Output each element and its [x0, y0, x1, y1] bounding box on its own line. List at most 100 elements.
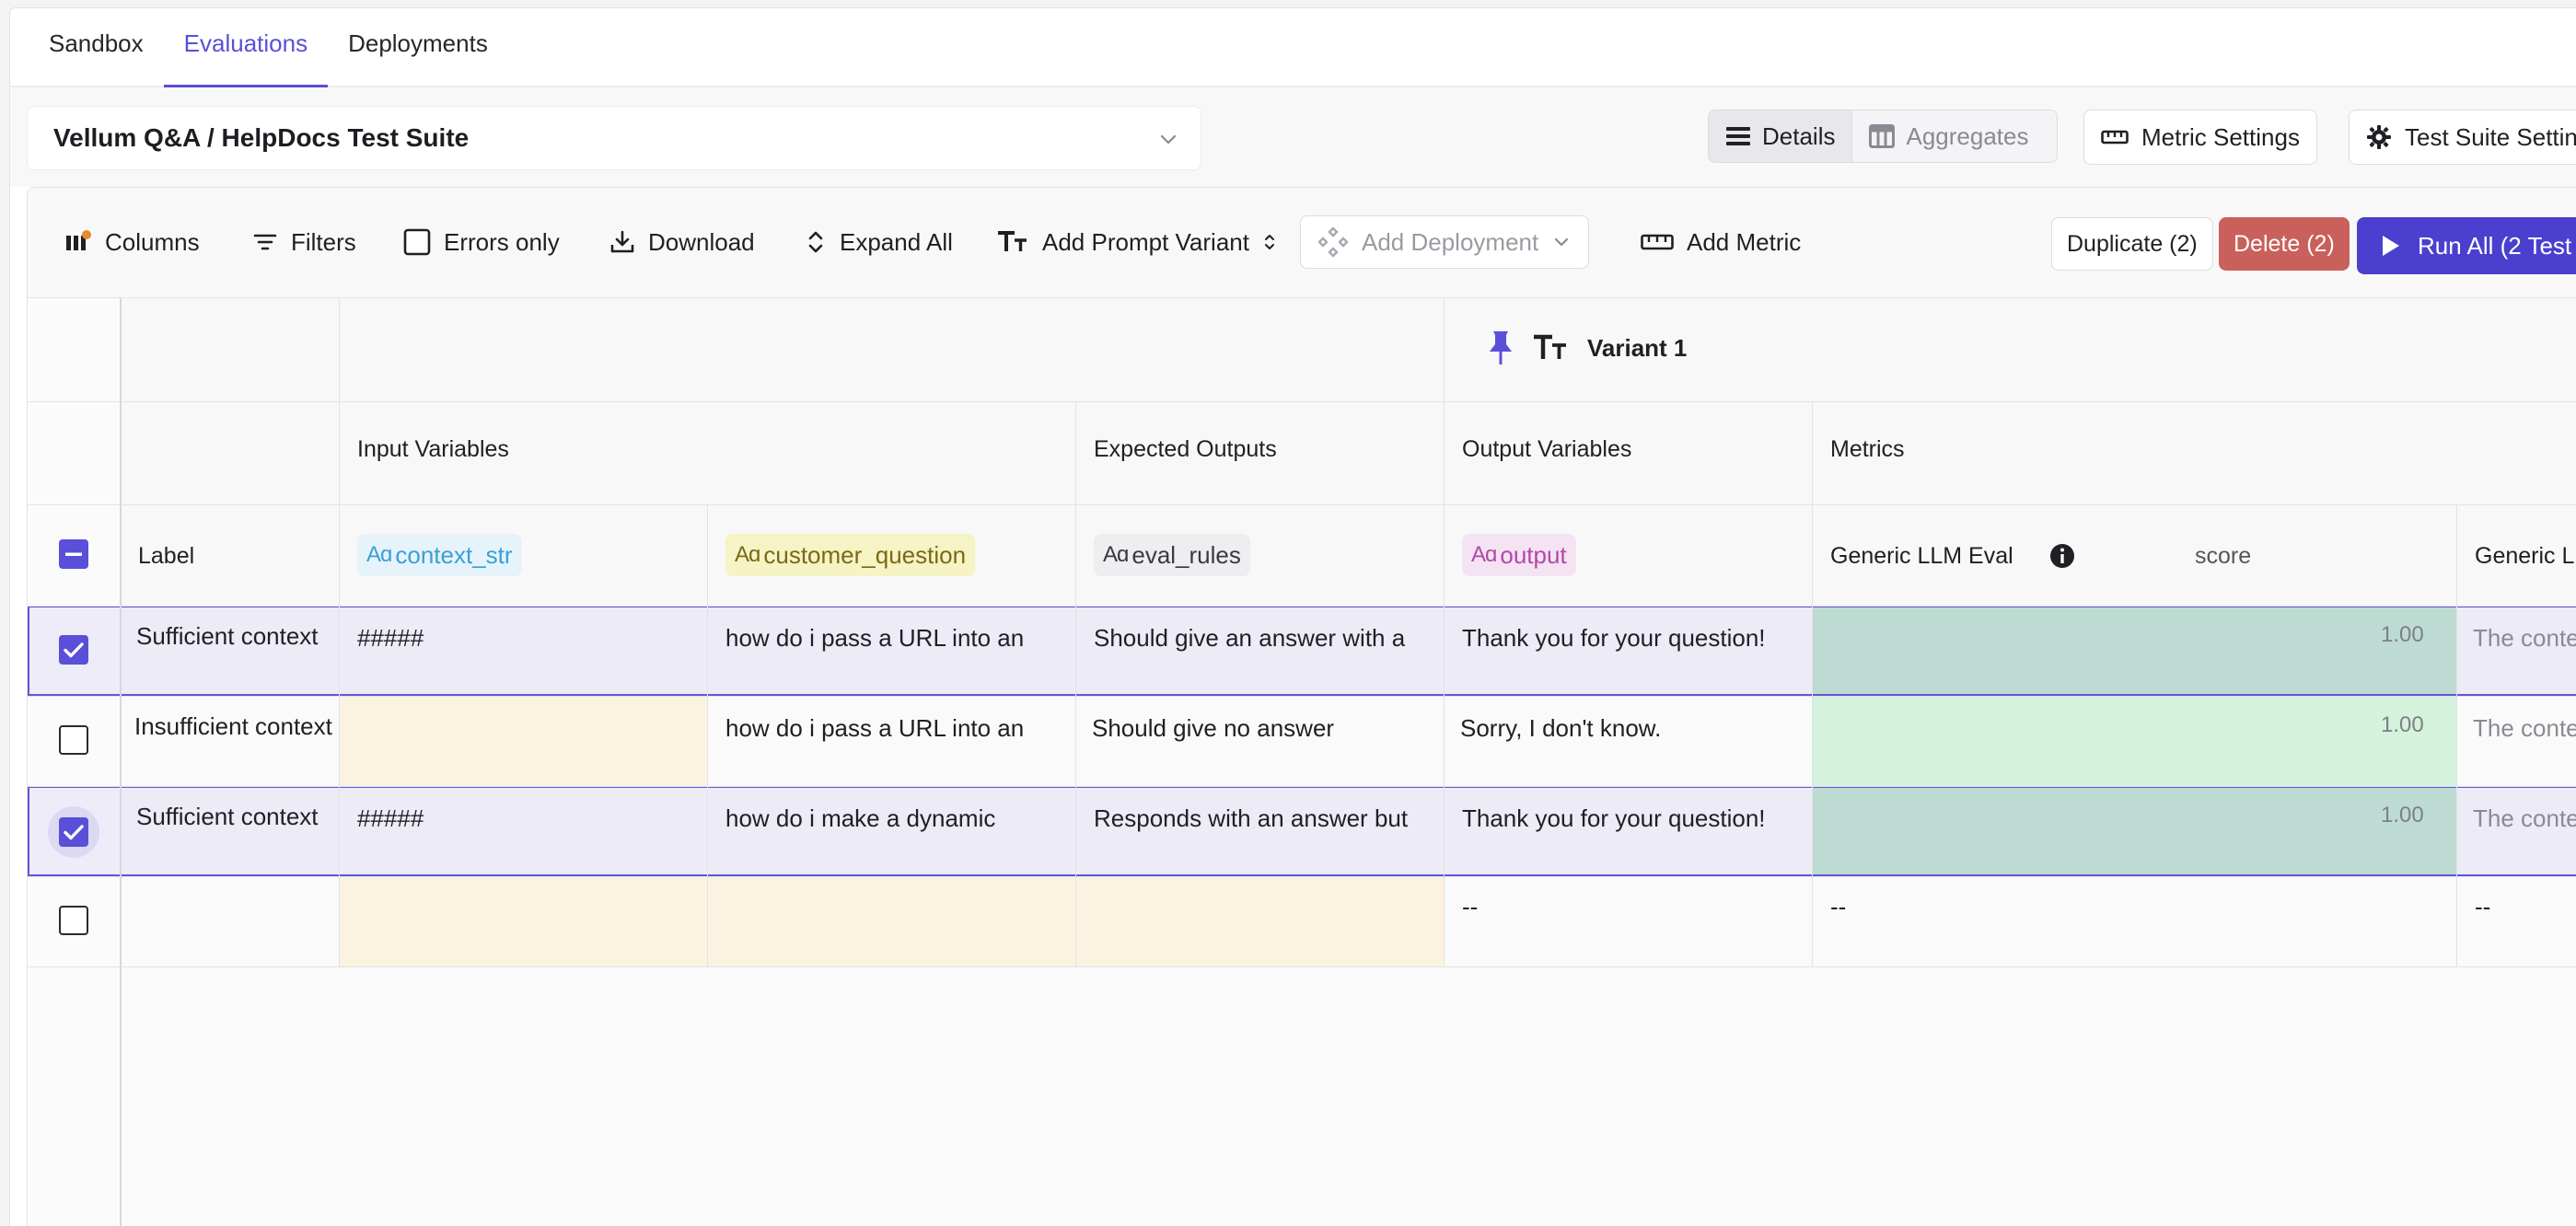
- string-type-icon: Aɑ: [735, 542, 760, 567]
- aggregates-view-button[interactable]: Aggregates: [1852, 110, 2045, 162]
- tab-sandbox[interactable]: Sandbox: [49, 29, 144, 57]
- question-cell[interactable]: how do i pass a URL into an: [725, 714, 1025, 742]
- variant-header: Variant 1: [1488, 330, 1687, 366]
- row-label[interactable]: Insufficient context: [134, 712, 332, 740]
- context-str-label: context_str: [395, 540, 513, 569]
- empty-context-cell: [339, 696, 707, 786]
- output-cell[interactable]: Sorry, I don't know.: [1460, 714, 1662, 742]
- row-checkbox[interactable]: [59, 635, 88, 665]
- view-toggle: Details Aggregates: [1708, 110, 2058, 163]
- gear-icon: [2366, 124, 2392, 150]
- details-view-button[interactable]: Details: [1709, 110, 1853, 162]
- expand-all-label: Expand All: [840, 227, 953, 256]
- eval-rules-label: eval_rules: [1131, 540, 1241, 569]
- question-cell[interactable]: how do i pass a URL into an: [725, 624, 1025, 652]
- rules-cell[interactable]: Responds with an answer but: [1094, 804, 1409, 832]
- row-label[interactable]: Sufficient context: [136, 622, 319, 650]
- add-prompt-variant-button[interactable]: Add Prompt Variant: [996, 215, 1277, 269]
- suite-header: Vellum Q&A / HelpDocs Test Suite Details…: [10, 87, 2576, 187]
- info-icon[interactable]: [2049, 543, 2075, 569]
- checkbox-column-bg: [28, 298, 120, 1226]
- duplicate-button[interactable]: Duplicate (2): [2051, 217, 2213, 271]
- metric-column-header-2[interactable]: Generic LLM Eval: [2475, 543, 2576, 569]
- string-type-icon: Aɑ: [366, 542, 392, 567]
- filter-icon: [252, 231, 278, 253]
- customer-question-column-header[interactable]: Aɑ customer_question: [725, 534, 976, 576]
- rules-cell[interactable]: Should give no answer: [1092, 714, 1335, 742]
- selected-row-highlight: [28, 786, 2576, 876]
- context-cell[interactable]: #####: [357, 804, 424, 832]
- add-metric-button[interactable]: Add Metric: [1641, 215, 1801, 269]
- output-cell[interactable]: --: [1462, 893, 1479, 920]
- metric-reason-cell[interactable]: The context: [2473, 804, 2576, 832]
- score-value: 1.00: [2381, 712, 2424, 737]
- string-type-icon: Aɑ: [1103, 542, 1129, 567]
- delete-button[interactable]: Delete (2): [2219, 217, 2350, 271]
- row-checkbox[interactable]: [59, 725, 88, 755]
- pin-icon[interactable]: [1488, 330, 1514, 366]
- metrics-group: Metrics: [1830, 436, 1905, 462]
- test-cases-panel: Columns Filters Errors only Download: [27, 187, 2576, 1226]
- aggregates-label: Aggregates: [1906, 121, 2029, 150]
- header-bg: [120, 298, 2576, 607]
- output-label: output: [1500, 540, 1567, 569]
- test-suite-settings-button[interactable]: Test Suite Settings: [2349, 110, 2576, 165]
- metric-reason-cell[interactable]: --: [2475, 893, 2491, 920]
- row-checkbox[interactable]: [59, 817, 88, 847]
- chevron-down-icon: [1551, 232, 1572, 252]
- text-type-icon: [1532, 333, 1569, 363]
- top-tabs: Sandbox Evaluations Deployments: [10, 8, 2576, 87]
- run-all-button[interactable]: Run All (2 Test Cases): [2357, 217, 2576, 274]
- chevron-down-icon: [1156, 127, 1180, 151]
- score-cell-bg: [1812, 696, 2456, 786]
- customer-question-label: customer_question: [763, 540, 967, 569]
- score-value: --: [1830, 893, 1847, 920]
- download-icon: [609, 229, 635, 255]
- output-variables-group: Output Variables: [1462, 436, 1632, 462]
- output-column-header[interactable]: Aɑ output: [1462, 534, 1576, 576]
- row-label[interactable]: Sufficient context: [136, 803, 319, 830]
- test-cases-table: Variant 1 Input Variables Expected Outpu…: [28, 298, 2576, 1226]
- input-variables-group: Input Variables: [357, 436, 509, 462]
- output-cell[interactable]: Thank you for your question!: [1462, 804, 1766, 832]
- ruler-icon: [1641, 232, 1674, 252]
- score-cell-bg: [1812, 786, 2456, 876]
- label-column-header[interactable]: Label: [138, 543, 195, 569]
- run-all-label: Run All (2 Test Cases): [2418, 231, 2576, 260]
- expand-all-button[interactable]: Expand All: [805, 215, 953, 269]
- eval-rules-column-header[interactable]: Aɑ eval_rules: [1094, 534, 1250, 576]
- empty-output-cells: [1444, 876, 2576, 966]
- download-button[interactable]: Download: [609, 215, 755, 269]
- tab-deployments[interactable]: Deployments: [348, 29, 488, 57]
- filters-button[interactable]: Filters: [252, 215, 356, 269]
- list-icon: [1725, 125, 1751, 147]
- table-icon: [1869, 124, 1896, 148]
- context-str-column-header[interactable]: Aɑ context_str: [357, 534, 522, 576]
- string-type-icon: Aɑ: [1471, 542, 1497, 567]
- errors-only-toggle[interactable]: Errors only: [403, 215, 560, 269]
- metric-settings-button[interactable]: Metric Settings: [2083, 110, 2317, 165]
- text-type-icon: [996, 229, 1029, 255]
- select-all-checkbox[interactable]: [59, 539, 88, 569]
- details-label: Details: [1762, 121, 1836, 150]
- metric-settings-label: Metric Settings: [2141, 122, 2300, 151]
- add-deployment-button[interactable]: Add Deployment: [1300, 215, 1590, 269]
- columns-label: Columns: [105, 227, 200, 256]
- metric-column-header[interactable]: Generic LLM Eval: [1830, 543, 2013, 569]
- tab-evaluations[interactable]: Evaluations: [163, 8, 329, 87]
- metric-reason-cell[interactable]: The context: [2473, 714, 2576, 742]
- expected-outputs-group: Expected Outputs: [1094, 436, 1277, 462]
- metric-reason-cell[interactable]: The context: [2473, 624, 2576, 652]
- columns-button[interactable]: Columns: [64, 215, 200, 269]
- rules-cell[interactable]: Should give an answer with a: [1094, 624, 1406, 652]
- output-cell[interactable]: Thank you for your question!: [1462, 624, 1766, 652]
- question-cell[interactable]: how do i make a dynamic: [725, 804, 996, 832]
- test-suite-title: Vellum Q&A / HelpDocs Test Suite: [53, 123, 470, 152]
- row-checkbox[interactable]: [59, 906, 88, 935]
- deployment-icon: [1317, 226, 1349, 258]
- test-suite-settings-label: Test Suite Settings: [2405, 122, 2576, 151]
- add-metric-label: Add Metric: [1687, 227, 1802, 256]
- score-value: 1.00: [2381, 622, 2424, 647]
- test-suite-select[interactable]: Vellum Q&A / HelpDocs Test Suite: [27, 106, 1201, 170]
- context-cell[interactable]: #####: [357, 624, 424, 652]
